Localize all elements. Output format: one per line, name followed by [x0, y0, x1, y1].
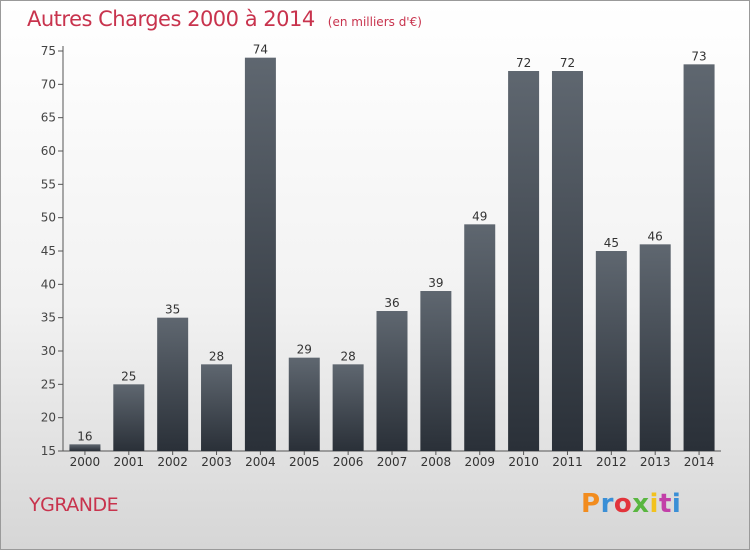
x-tick-label: 2012: [596, 455, 627, 469]
bar: [508, 71, 540, 451]
data-label: 73: [691, 49, 706, 63]
data-label: 25: [121, 369, 136, 383]
x-tick-label: 2007: [377, 455, 408, 469]
bar: [639, 244, 671, 451]
y-tick-label: 75: [41, 44, 56, 58]
x-tick-label: 2006: [333, 455, 364, 469]
y-tick-label: 60: [41, 144, 56, 158]
x-tick-label: 2009: [464, 455, 495, 469]
y-tick-label: 25: [41, 377, 56, 391]
y-tick-label: 35: [41, 311, 56, 325]
data-label: 45: [604, 236, 619, 250]
data-label: 16: [77, 429, 92, 443]
x-tick-label: 2014: [684, 455, 715, 469]
logo-letter: r: [600, 489, 614, 519]
bar: [683, 64, 715, 452]
bar: [69, 444, 101, 451]
x-tick-label: 2003: [201, 455, 232, 469]
x-tick-label: 2010: [508, 455, 539, 469]
y-tick-label: 55: [41, 177, 56, 191]
x-tick-label: 2002: [157, 455, 188, 469]
chart-subtitle: (en milliers d'€): [327, 15, 422, 29]
data-label: 36: [384, 296, 399, 310]
bar: [420, 291, 452, 451]
logo-letter: t: [658, 489, 672, 519]
bar: [157, 317, 189, 451]
chart-title: Autres Charges 2000 à 2014: [27, 7, 315, 31]
bar: [113, 384, 145, 451]
bar: [288, 357, 320, 451]
y-tick-label: 40: [41, 277, 56, 291]
data-label: 35: [165, 303, 180, 317]
bar: [376, 311, 408, 451]
title-row: Autres Charges 2000 à 2014 (en milliers …: [27, 7, 422, 31]
data-label: 28: [209, 349, 224, 363]
y-tick-label: 50: [41, 211, 56, 225]
data-label: 39: [428, 276, 443, 290]
y-tick-label: 45: [41, 244, 56, 258]
x-tick-label: 2013: [640, 455, 671, 469]
logo-letter: P: [581, 489, 601, 519]
bar: [595, 251, 627, 451]
x-tick-label: 2001: [114, 455, 145, 469]
y-tick-label: 70: [41, 77, 56, 91]
y-tick-label: 20: [41, 411, 56, 425]
logo-letter: i: [649, 489, 659, 519]
y-tick-label: 30: [41, 344, 56, 358]
logo-letter: o: [613, 489, 633, 519]
x-tick-label: 2000: [70, 455, 101, 469]
bar: [332, 364, 364, 451]
data-label: 72: [560, 56, 575, 70]
bar: [551, 71, 583, 451]
data-label: 72: [516, 56, 531, 70]
proxiti-logo: Proxiti: [581, 489, 681, 519]
x-tick-label: 2005: [289, 455, 320, 469]
data-label: 49: [472, 209, 487, 223]
data-label: 29: [297, 343, 312, 357]
commune-name: YGRANDE: [29, 494, 119, 516]
x-tick-label: 2011: [552, 455, 583, 469]
bar: [464, 224, 496, 451]
bar: [201, 364, 233, 451]
x-tick-label: 2008: [421, 455, 452, 469]
bar: [244, 57, 276, 452]
data-label: 46: [648, 229, 663, 243]
logo-letter: x: [632, 489, 650, 519]
data-label: 28: [340, 349, 355, 363]
y-tick-label: 15: [41, 444, 56, 458]
y-tick-label: 65: [41, 111, 56, 125]
x-tick-label: 2004: [245, 455, 276, 469]
data-label: 74: [253, 43, 268, 57]
logo-letter: i: [671, 489, 682, 519]
